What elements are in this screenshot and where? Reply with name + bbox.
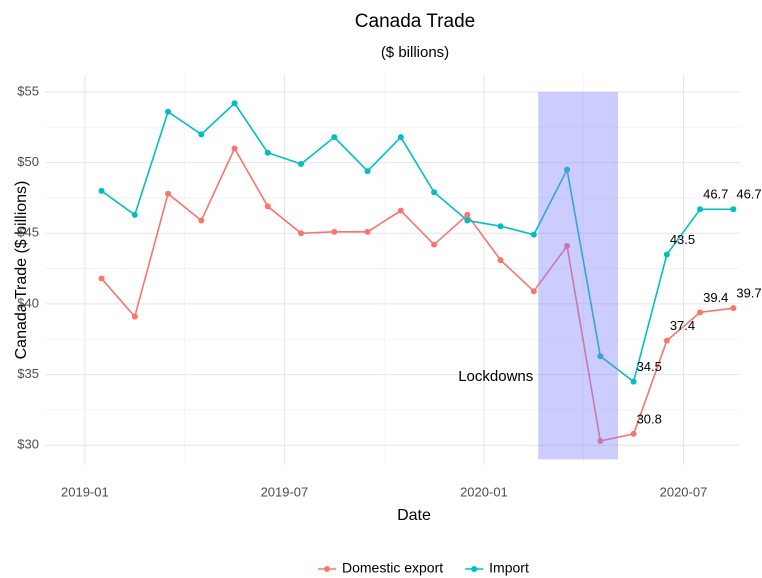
point bbox=[298, 161, 305, 168]
data-label: 37.4 bbox=[670, 318, 695, 333]
series-line bbox=[101, 102, 734, 383]
point bbox=[697, 206, 704, 213]
point bbox=[397, 134, 404, 141]
point bbox=[564, 166, 571, 173]
point bbox=[131, 211, 138, 218]
point bbox=[231, 145, 238, 152]
point bbox=[397, 207, 404, 214]
point bbox=[264, 149, 271, 156]
point bbox=[331, 134, 338, 141]
point bbox=[597, 353, 604, 360]
y-tick-label: $40 bbox=[17, 295, 39, 310]
data-label: 39.7 bbox=[736, 286, 761, 301]
point bbox=[264, 203, 271, 210]
point bbox=[364, 228, 371, 235]
x-tick-label: 2020-01 bbox=[460, 484, 508, 499]
y-tick-label: $45 bbox=[17, 225, 39, 240]
point bbox=[98, 187, 105, 194]
point bbox=[730, 206, 737, 213]
data-label: 39.4 bbox=[703, 290, 728, 305]
point bbox=[697, 309, 704, 316]
point bbox=[165, 190, 172, 197]
point bbox=[431, 241, 438, 248]
x-tick-label: 2019-01 bbox=[61, 484, 109, 499]
y-tick-label: $50 bbox=[17, 154, 39, 169]
x-tick-label: 2019-07 bbox=[261, 484, 309, 499]
point bbox=[564, 242, 571, 249]
data-label: 34.5 bbox=[637, 359, 662, 374]
x-tick-label: 2020-07 bbox=[660, 484, 708, 499]
legend-swatch-dot bbox=[324, 566, 330, 572]
y-tick-label: $30 bbox=[17, 437, 39, 452]
y-tick-label: $55 bbox=[17, 83, 39, 98]
point bbox=[464, 211, 471, 218]
point bbox=[497, 257, 504, 264]
y-axis-label: Canada Trade ($ billions) bbox=[13, 181, 30, 360]
chart-subtitle: ($ billions) bbox=[381, 44, 449, 61]
lockdown-shade bbox=[538, 91, 619, 460]
y-tick-label: $35 bbox=[17, 366, 39, 381]
point bbox=[231, 100, 238, 107]
point bbox=[431, 189, 438, 196]
point bbox=[663, 251, 670, 258]
data-label: 46.7 bbox=[703, 187, 728, 202]
point bbox=[331, 228, 338, 235]
point bbox=[497, 223, 504, 230]
point bbox=[630, 430, 637, 437]
point bbox=[630, 378, 637, 385]
data-label: 30.8 bbox=[637, 411, 662, 426]
series-line bbox=[100, 146, 734, 442]
point bbox=[198, 217, 205, 224]
legend-swatch-dot bbox=[471, 566, 478, 572]
legend-label: Domestic export bbox=[342, 560, 443, 576]
x-axis-label: Date bbox=[397, 507, 431, 524]
point bbox=[597, 437, 604, 444]
data-label: 43.5 bbox=[670, 232, 695, 247]
point bbox=[464, 217, 471, 224]
point bbox=[198, 131, 205, 138]
point bbox=[298, 230, 305, 237]
point bbox=[663, 337, 670, 344]
point bbox=[364, 168, 371, 175]
point bbox=[131, 313, 138, 320]
data-label: 46.7 bbox=[736, 187, 761, 202]
point bbox=[530, 231, 537, 238]
point bbox=[730, 305, 737, 312]
point bbox=[530, 288, 537, 295]
annotation: Lockdowns bbox=[458, 368, 533, 385]
chart-title: Canada Trade bbox=[355, 11, 475, 32]
point bbox=[165, 108, 172, 115]
legend: Domestic export Import bbox=[318, 560, 529, 576]
legend-label: Import bbox=[489, 560, 529, 576]
point bbox=[98, 275, 105, 282]
